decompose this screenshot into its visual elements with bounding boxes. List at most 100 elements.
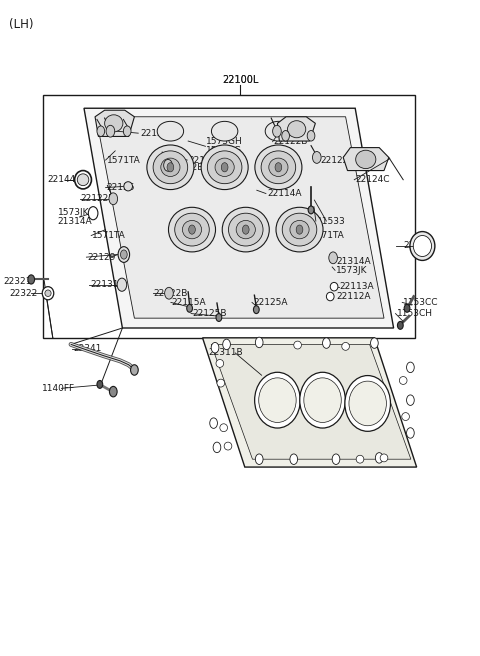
Text: 22124C: 22124C — [355, 175, 390, 184]
Circle shape — [106, 125, 115, 137]
Circle shape — [404, 304, 410, 312]
Text: 1571TA: 1571TA — [92, 231, 126, 240]
Text: 11533: 11533 — [317, 216, 346, 226]
Circle shape — [120, 250, 127, 259]
Ellipse shape — [326, 292, 334, 300]
Text: 22341: 22341 — [73, 344, 101, 354]
Ellipse shape — [300, 372, 346, 428]
Bar — [43, 95, 415, 338]
Ellipse shape — [236, 220, 255, 239]
Circle shape — [131, 365, 138, 375]
Ellipse shape — [349, 381, 386, 426]
Circle shape — [88, 207, 98, 220]
Circle shape — [211, 342, 219, 353]
Ellipse shape — [282, 213, 317, 246]
Text: 1573BG: 1573BG — [206, 146, 242, 155]
Ellipse shape — [255, 145, 302, 190]
Text: 1153CC: 1153CC — [403, 298, 439, 307]
Circle shape — [164, 159, 172, 171]
Circle shape — [117, 278, 127, 291]
Ellipse shape — [356, 455, 364, 463]
Ellipse shape — [259, 378, 296, 422]
Ellipse shape — [216, 359, 224, 367]
Text: 1571TA: 1571TA — [107, 155, 140, 165]
Ellipse shape — [399, 377, 407, 384]
Ellipse shape — [168, 207, 216, 252]
Ellipse shape — [224, 442, 232, 450]
Ellipse shape — [161, 158, 180, 176]
Ellipse shape — [217, 379, 225, 387]
Circle shape — [308, 206, 314, 214]
Circle shape — [167, 163, 174, 172]
Ellipse shape — [215, 158, 234, 176]
Text: 22129: 22129 — [87, 253, 116, 262]
Text: 21314A: 21314A — [336, 257, 371, 266]
Polygon shape — [96, 117, 384, 318]
Ellipse shape — [222, 207, 269, 252]
Text: 1153CH: 1153CH — [396, 309, 432, 318]
Ellipse shape — [261, 151, 296, 184]
Circle shape — [223, 339, 230, 350]
Ellipse shape — [105, 115, 123, 132]
Text: 22122B: 22122B — [274, 137, 308, 146]
Text: 1573GH: 1573GH — [206, 137, 243, 146]
Circle shape — [282, 131, 289, 141]
Circle shape — [253, 306, 259, 314]
Text: 22131: 22131 — [90, 280, 119, 289]
Ellipse shape — [212, 121, 238, 141]
Circle shape — [165, 287, 173, 299]
Polygon shape — [277, 117, 315, 141]
Circle shape — [255, 337, 263, 348]
Ellipse shape — [330, 282, 338, 291]
Text: 22115A: 22115A — [172, 298, 206, 307]
Ellipse shape — [74, 171, 91, 189]
Ellipse shape — [45, 290, 51, 297]
Text: 22122B: 22122B — [321, 155, 355, 165]
Circle shape — [255, 454, 263, 464]
Circle shape — [312, 152, 321, 163]
Text: 1571TA: 1571TA — [311, 231, 345, 240]
Circle shape — [118, 247, 130, 262]
Ellipse shape — [201, 145, 248, 190]
Circle shape — [397, 321, 403, 329]
Circle shape — [109, 386, 117, 397]
Circle shape — [407, 395, 414, 405]
Text: 22122C: 22122C — [140, 129, 175, 138]
Text: 22122B: 22122B — [169, 163, 204, 172]
Circle shape — [273, 125, 281, 137]
Ellipse shape — [288, 121, 306, 138]
Ellipse shape — [220, 424, 228, 432]
Ellipse shape — [290, 220, 309, 239]
Text: 22144: 22144 — [47, 175, 75, 184]
Ellipse shape — [380, 454, 388, 462]
Polygon shape — [95, 110, 134, 136]
Circle shape — [296, 225, 303, 234]
Ellipse shape — [413, 236, 432, 256]
Circle shape — [375, 453, 383, 463]
Ellipse shape — [182, 220, 202, 239]
Text: 22100L: 22100L — [222, 75, 258, 85]
Text: 22135: 22135 — [107, 183, 135, 192]
Circle shape — [97, 380, 103, 388]
Text: 22321: 22321 — [4, 277, 32, 286]
Ellipse shape — [345, 375, 391, 432]
Text: 22311B: 22311B — [209, 348, 243, 358]
Circle shape — [332, 454, 340, 464]
Ellipse shape — [77, 174, 89, 186]
Ellipse shape — [153, 151, 188, 184]
Circle shape — [275, 163, 282, 172]
Circle shape — [307, 131, 315, 141]
Ellipse shape — [276, 207, 323, 252]
Text: 22100L: 22100L — [222, 75, 258, 85]
Circle shape — [187, 304, 192, 312]
Text: 22122B: 22122B — [154, 289, 188, 298]
Circle shape — [109, 193, 118, 205]
Text: 22327: 22327 — [403, 241, 432, 251]
Circle shape — [407, 362, 414, 373]
Text: 22113A: 22113A — [339, 282, 373, 291]
Circle shape — [371, 338, 378, 348]
Circle shape — [323, 338, 330, 348]
Circle shape — [242, 225, 249, 234]
Ellipse shape — [304, 378, 341, 422]
Text: 22125A: 22125A — [253, 298, 288, 307]
